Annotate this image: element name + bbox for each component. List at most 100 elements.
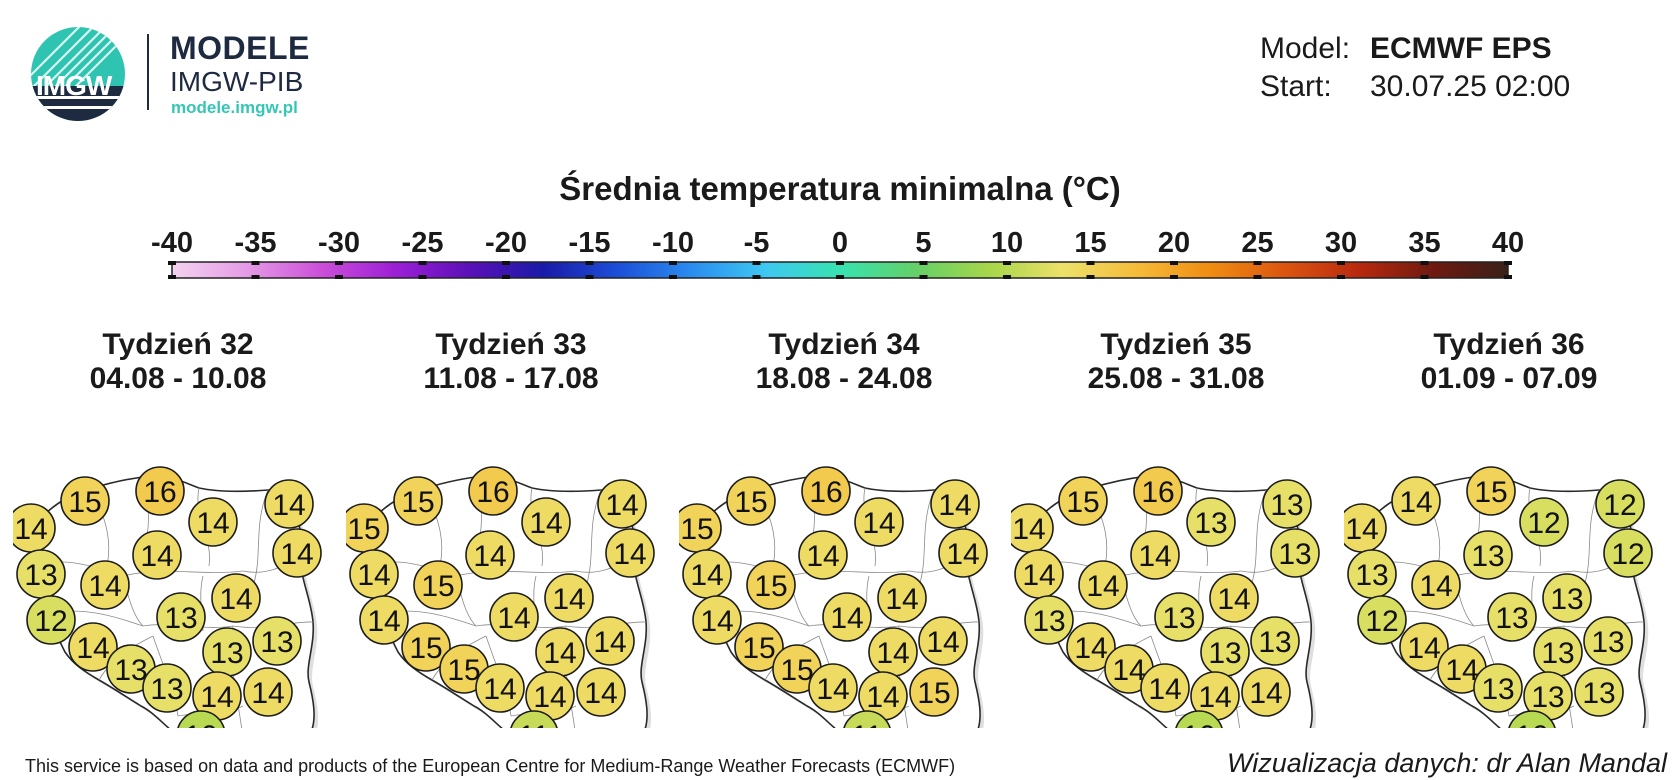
city-marker[interactable]: 14 [544, 573, 594, 623]
temperature-marker[interactable] [1066, 622, 1116, 672]
city-marker[interactable]: 14 [1190, 671, 1240, 721]
city-marker[interactable]: 15 [346, 503, 389, 553]
city-marker[interactable]: 16 [801, 466, 851, 516]
city-marker[interactable]: 12 [1519, 497, 1569, 547]
temperature-marker[interactable] [1411, 560, 1461, 610]
city-marker[interactable]: 14 [576, 667, 626, 717]
temperature-marker[interactable] [468, 466, 518, 516]
temperature-marker[interactable] [585, 616, 635, 666]
city-marker[interactable]: 14 [930, 479, 980, 529]
city-marker[interactable]: 13 [142, 663, 192, 713]
city-marker[interactable]: 14 [132, 530, 182, 580]
temperature-marker[interactable] [1140, 663, 1190, 713]
city-marker[interactable]: 14 [188, 497, 238, 547]
temperature-marker[interactable] [798, 530, 848, 580]
city-marker[interactable]: 14 [1140, 663, 1190, 713]
temperature-marker[interactable] [822, 592, 872, 642]
temperature-marker[interactable] [272, 528, 322, 578]
city-marker[interactable]: 15 [726, 476, 776, 526]
temperature-marker[interactable] [1175, 710, 1223, 728]
city-marker[interactable]: 14 [877, 573, 927, 623]
temperature-marker[interactable] [413, 560, 463, 610]
city-marker[interactable]: 13 [1583, 616, 1633, 666]
temperature-marker[interactable] [1542, 573, 1592, 623]
city-marker[interactable]: 13 [1533, 627, 1583, 677]
city-marker[interactable]: 14 [1399, 622, 1449, 672]
temperature-marker[interactable] [1058, 476, 1108, 526]
city-marker[interactable]: 15 [393, 476, 443, 526]
city-marker[interactable]: 14 [521, 497, 571, 547]
temperature-marker[interactable] [188, 497, 238, 547]
temperature-marker[interactable] [135, 466, 185, 516]
city-marker[interactable]: 14 [585, 616, 635, 666]
city-marker[interactable]: 14 [918, 616, 968, 666]
temperature-marker[interactable] [726, 476, 776, 526]
city-marker[interactable]: 14 [13, 503, 56, 553]
city-marker[interactable]: 14 [1391, 476, 1441, 526]
city-marker[interactable]: 13 [1186, 497, 1236, 547]
temperature-marker[interactable] [1154, 592, 1204, 642]
temperature-marker[interactable] [808, 663, 858, 713]
temperature-marker[interactable] [132, 530, 182, 580]
temperature-marker[interactable] [1130, 530, 1180, 580]
city-marker[interactable]: 13 [1487, 592, 1537, 642]
city-marker[interactable]: 11 [510, 710, 558, 728]
city-marker[interactable]: 14 [1130, 530, 1180, 580]
city-marker[interactable]: 14 [858, 671, 908, 721]
city-marker[interactable]: 13 [1523, 671, 1573, 721]
city-marker[interactable]: 14 [1104, 644, 1154, 694]
city-marker[interactable]: 14 [854, 497, 904, 547]
temperature-marker[interactable] [1391, 476, 1441, 526]
temperature-marker[interactable] [1270, 528, 1320, 578]
city-marker[interactable]: 13 [1200, 627, 1250, 677]
temperature-marker[interactable] [930, 479, 980, 529]
city-marker[interactable]: 15 [746, 560, 796, 610]
temperature-marker[interactable] [1241, 667, 1291, 717]
city-marker[interactable]: 11 [843, 710, 891, 728]
city-marker[interactable]: 14 [535, 627, 585, 677]
temperature-marker[interactable] [489, 592, 539, 642]
city-marker[interactable]: 16 [1133, 466, 1183, 516]
city-marker[interactable]: 14 [1078, 560, 1128, 610]
temperature-marker[interactable] [1603, 528, 1653, 578]
city-marker[interactable]: 14 [597, 479, 647, 529]
city-marker[interactable]: 13 [156, 592, 206, 642]
temperature-marker[interactable] [576, 667, 626, 717]
temperature-marker[interactable] [1595, 479, 1645, 529]
temperature-marker[interactable] [211, 573, 261, 623]
temperature-marker[interactable] [909, 667, 959, 717]
city-marker[interactable]: 13 [1574, 667, 1624, 717]
city-marker[interactable]: 13 [16, 549, 66, 599]
city-marker[interactable]: 12 [1357, 595, 1407, 645]
temperature-marker[interactable] [1466, 466, 1516, 516]
city-marker[interactable]: 14 [1437, 644, 1487, 694]
temperature-marker[interactable] [801, 466, 851, 516]
city-marker[interactable]: 14 [525, 671, 575, 721]
city-marker[interactable]: 14 [475, 663, 525, 713]
city-marker[interactable]: 14 [798, 530, 848, 580]
city-marker[interactable]: 13 [1024, 595, 1074, 645]
city-marker[interactable]: 10 [177, 710, 225, 728]
temperature-marker[interactable] [26, 595, 76, 645]
temperature-marker[interactable] [243, 667, 293, 717]
temperature-marker[interactable] [605, 528, 655, 578]
city-marker[interactable]: 15 [1058, 476, 1108, 526]
city-marker[interactable]: 14 [359, 595, 409, 645]
temperature-marker[interactable] [1209, 573, 1259, 623]
city-marker[interactable]: 14 [243, 667, 293, 717]
temperature-marker[interactable] [465, 530, 515, 580]
city-marker[interactable]: 10 [1175, 710, 1223, 728]
city-marker[interactable]: 16 [468, 466, 518, 516]
temperature-marker[interactable] [1519, 497, 1569, 547]
temperature-marker[interactable] [1024, 595, 1074, 645]
city-marker[interactable]: 14 [682, 549, 732, 599]
city-marker[interactable]: 12 [1595, 479, 1645, 529]
city-marker[interactable]: 15 [401, 622, 451, 672]
city-marker[interactable]: 14 [1209, 573, 1259, 623]
temperature-marker[interactable] [1078, 560, 1128, 610]
city-marker[interactable]: 12 [1603, 528, 1653, 578]
temperature-marker[interactable] [142, 663, 192, 713]
city-marker[interactable]: 15 [734, 622, 784, 672]
city-marker[interactable]: 13 [1463, 530, 1513, 580]
temperature-marker[interactable] [938, 528, 988, 578]
